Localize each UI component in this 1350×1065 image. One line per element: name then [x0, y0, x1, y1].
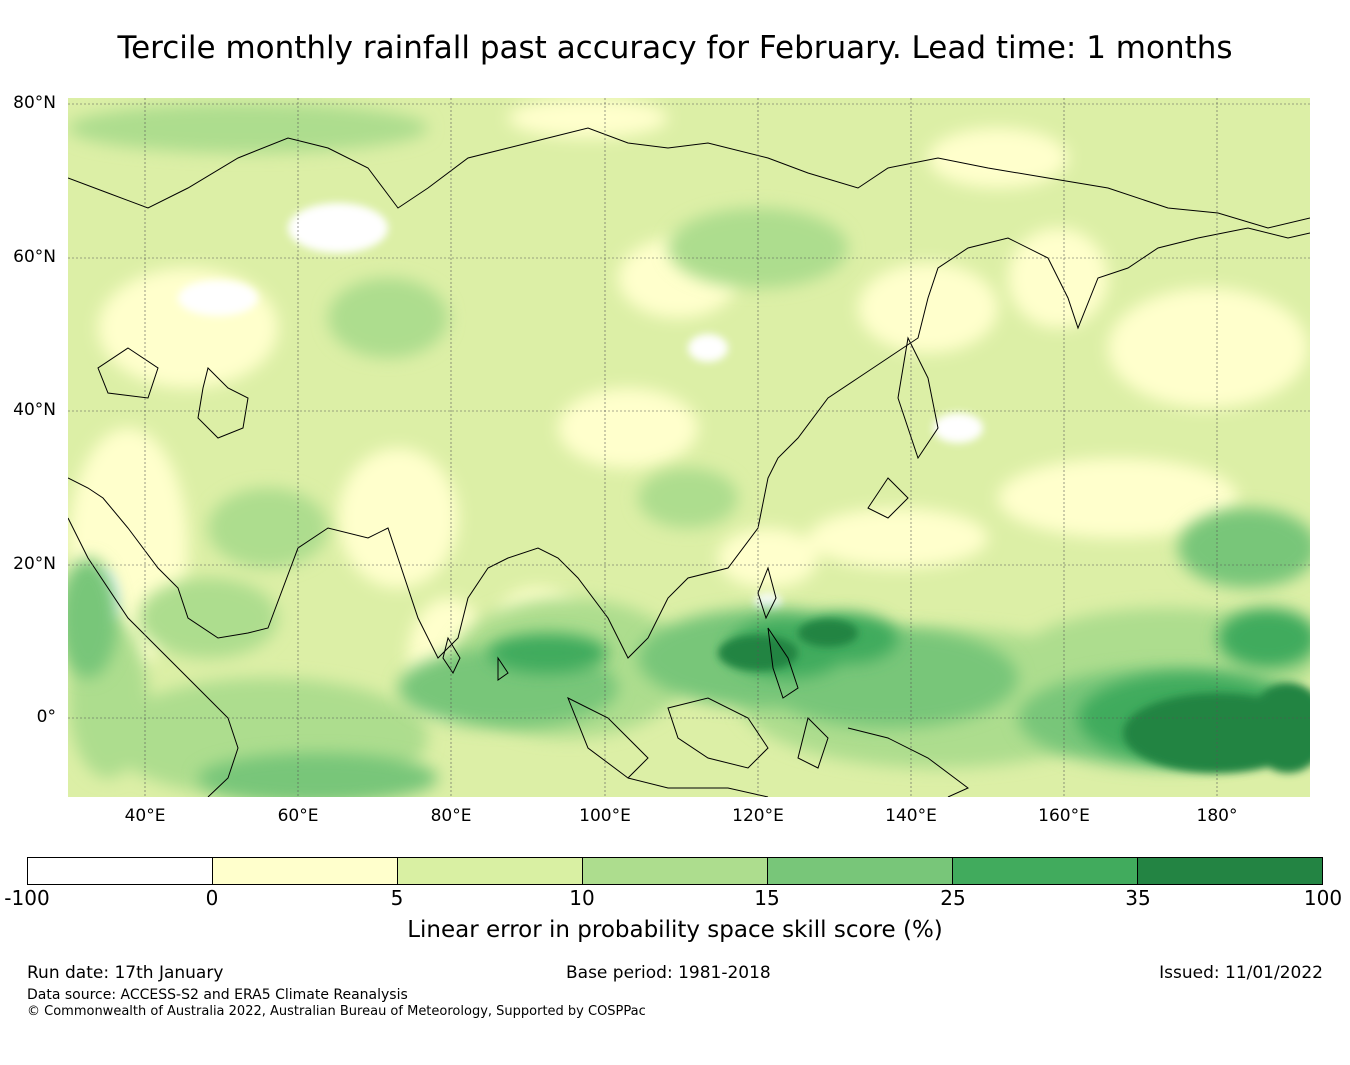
colorbar-tick: 10 [569, 886, 595, 910]
lat-label-40n: 40°N [13, 400, 56, 420]
colorbar-tick: 25 [940, 886, 966, 910]
lon-label-100e: 100°E [579, 806, 631, 826]
base-period: Base period: 1981-2018 [566, 963, 771, 983]
issued-date: Issued: 11/01/2022 [1159, 963, 1323, 983]
skill-patches-very-high [718, 619, 1310, 773]
chart-title: Tercile monthly rainfall past accuracy f… [117, 30, 1233, 66]
colorbar-segment [583, 858, 768, 884]
skill-score-map [68, 98, 1310, 797]
lat-label-80n: 80°N [13, 93, 56, 113]
colorbar-tick: -100 [4, 886, 50, 910]
lon-label-40e: 40°E [124, 806, 166, 826]
run-date: Run date: 17th January [27, 963, 224, 983]
colorbar-label: Linear error in probability space skill … [407, 917, 943, 943]
colorbar [27, 857, 1323, 885]
lon-label-80e: 80°E [430, 806, 472, 826]
map-canvas [68, 98, 1310, 797]
colorbar-segment [213, 858, 398, 884]
data-source: Data source: ACCESS-S2 and ERA5 Climate … [27, 987, 408, 1003]
colorbar-segment [953, 858, 1138, 884]
lat-label-20n: 20°N [13, 554, 56, 574]
lon-label-180: 180° [1196, 806, 1238, 826]
lon-label-120e: 120°E [732, 806, 784, 826]
colorbar-tick: 5 [390, 886, 404, 910]
colorbar-tick: 35 [1125, 886, 1151, 910]
copyright: © Commonwealth of Australia 2022, Austra… [27, 1004, 646, 1019]
skill-patches-low [68, 98, 1308, 718]
colorbar-tick: 15 [754, 886, 780, 910]
graticule [68, 98, 1310, 797]
colorbar-segment [398, 858, 583, 884]
lon-label-60e: 60°E [277, 806, 319, 826]
colorbar-tick: 100 [1303, 886, 1343, 910]
lon-label-140e: 140°E [885, 806, 937, 826]
colorbar-segment [28, 858, 213, 884]
lat-label-60n: 60°N [13, 247, 56, 267]
lat-label-equator: 0° [36, 707, 56, 727]
colorbar-tick: 0 [205, 886, 219, 910]
colorbar-segment [768, 858, 953, 884]
lon-label-160e: 160°E [1038, 806, 1090, 826]
colorbar-segment [1138, 858, 1322, 884]
coastlines [68, 127, 1310, 797]
